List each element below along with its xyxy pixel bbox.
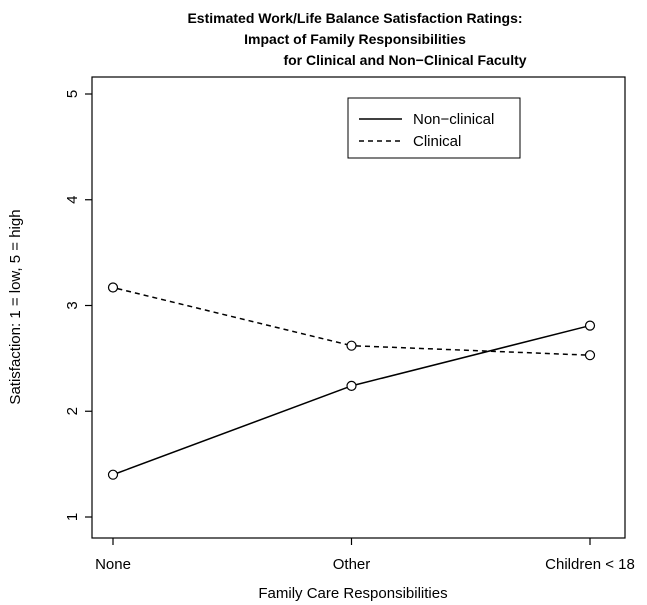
x-axis-label: Family Care Responsibilities — [258, 585, 447, 602]
y-tick-label: 3 — [64, 301, 81, 309]
y-axis-label: Satisfaction: 1 = low, 5 = high — [7, 209, 24, 404]
chart-title-line-2: Impact of Family Responsibilities — [244, 31, 466, 47]
y-axis: 1 2 3 4 5 — [64, 90, 92, 521]
series-line-segment-clinical — [117, 287, 348, 346]
series-layer — [107, 282, 596, 480]
series-line-segment-non-clinical — [355, 325, 586, 386]
legend-box — [347, 97, 521, 159]
legend: Non−clinical Clinical — [347, 97, 521, 159]
y-tick-label: 2 — [64, 407, 81, 415]
chart-title-line-1: Estimated Work/Life Balance Satisfaction… — [187, 10, 522, 26]
y-tick-label: 4 — [64, 196, 81, 204]
series-line-segment-clinical — [355, 345, 586, 356]
chart-title-line-3: for Clinical and Non−Clinical Faculty — [283, 52, 526, 68]
legend-label-clinical: Clinical — [413, 133, 461, 150]
data-point-non-clinical — [584, 320, 596, 331]
x-axis: None Other Children < 18 — [95, 538, 635, 573]
y-tick-label: 1 — [64, 513, 81, 521]
legend-label-non-clinical: Non−clinical — [413, 111, 494, 128]
series-line-segment-non-clinical — [116, 386, 348, 474]
plot-frame — [91, 76, 626, 539]
x-tick-label: None — [95, 556, 131, 573]
data-point-non-clinical — [107, 469, 119, 480]
data-point-clinical — [346, 340, 357, 351]
data-point-non-clinical — [346, 380, 357, 391]
y-tick-label: 5 — [64, 90, 81, 98]
x-tick-label: Children < 18 — [545, 556, 635, 573]
data-point-clinical — [584, 350, 596, 361]
x-tick-label: Other — [333, 556, 371, 573]
data-point-clinical — [107, 282, 119, 293]
